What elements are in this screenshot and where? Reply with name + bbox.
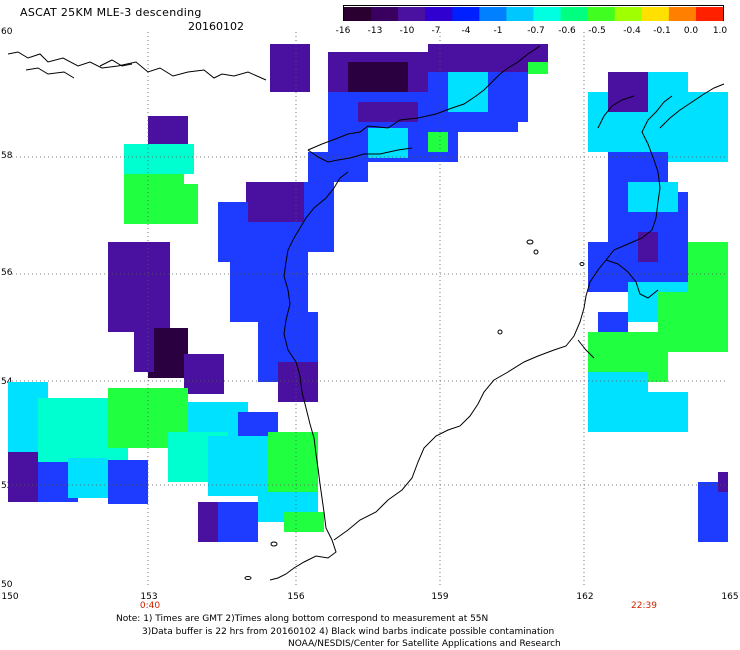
lon-label: 159 <box>431 592 449 602</box>
wind-cell <box>124 174 184 224</box>
wind-cell <box>688 242 728 292</box>
islands <box>244 239 585 580</box>
time-left: 0:40 <box>139 601 161 611</box>
scale-swatch <box>695 7 724 21</box>
coastline <box>8 45 725 581</box>
wind-cell <box>718 472 728 492</box>
scale-swatch <box>479 7 508 21</box>
scale-label: -16 <box>335 26 351 36</box>
wind-cell <box>628 392 688 432</box>
lat-label: 60 <box>1 27 13 37</box>
wind-cell <box>648 92 728 132</box>
scale-swatch <box>614 7 643 21</box>
scale-label: -0.1 <box>653 26 671 36</box>
note-line-2: 3)Data buffer is 22 hrs from 20160102 4)… <box>142 627 555 637</box>
wind-cell <box>184 354 224 394</box>
lat-lon-grid <box>8 32 728 588</box>
wind-cell <box>528 62 548 74</box>
wind-cell <box>148 328 188 378</box>
scale-label: 0.0 <box>683 26 699 36</box>
scale-swatch <box>587 7 616 21</box>
lat-label: 52 <box>1 481 13 491</box>
scale-swatch <box>506 7 535 21</box>
scale-swatch <box>344 7 372 21</box>
wind-cell <box>124 144 194 174</box>
wind-cell <box>428 132 448 152</box>
wind-cell <box>68 458 108 498</box>
product-date: 20160102 <box>188 20 244 33</box>
product-title: ASCAT 25KM MLE-3 descending <box>20 6 202 19</box>
lat-label: 50 <box>1 580 13 590</box>
wind-cell <box>218 502 258 542</box>
note-line-1: Note: 1) Times are GMT 2)Times along bot… <box>116 614 489 624</box>
scale-label: -10 <box>399 26 415 36</box>
wind-cell <box>270 44 310 92</box>
lon-label: 162 <box>576 592 594 602</box>
lon-label: 153 <box>140 592 158 602</box>
wind-cell <box>108 242 170 332</box>
scale-label: -1 <box>493 26 503 36</box>
wind-data-cells <box>8 44 728 542</box>
scale-label: -0.4 <box>623 26 641 36</box>
wind-cell <box>108 460 148 504</box>
scale-swatch <box>560 7 589 21</box>
lon-label: 165 <box>721 592 739 602</box>
lat-label: 56 <box>1 268 13 278</box>
lon-label: 156 <box>287 592 305 602</box>
wind-cell <box>284 512 324 532</box>
wind-cell <box>184 184 198 224</box>
scale-swatch <box>371 7 399 21</box>
scale-swatch <box>533 7 562 21</box>
scale-swatch <box>398 7 426 21</box>
scale-swatch <box>425 7 453 21</box>
wind-cell <box>134 328 154 372</box>
wind-cell <box>658 292 728 352</box>
scale-label: -4 <box>461 26 471 36</box>
scale-swatch <box>452 7 480 21</box>
wind-cell <box>638 232 658 262</box>
scale-label: -0.6 <box>558 26 576 36</box>
scale-label: -7 <box>431 26 441 36</box>
wind-cell <box>304 182 334 252</box>
wind-cell <box>198 502 218 542</box>
wind-cell <box>246 182 304 222</box>
lat-label: 58 <box>1 151 13 161</box>
satellite-wind-map <box>8 32 728 588</box>
wind-cell <box>608 72 648 112</box>
wind-cell <box>368 128 408 158</box>
wind-cell <box>628 182 678 212</box>
wind-cell <box>218 202 248 262</box>
color-scale-gradient <box>344 7 724 21</box>
scale-swatch <box>641 7 670 21</box>
scale-label: 1.0 <box>712 26 728 36</box>
color-scale-bar <box>343 5 724 21</box>
lat-label: 54 <box>1 377 13 387</box>
lon-label: 150 <box>1 592 19 602</box>
scale-label: -13 <box>367 26 383 36</box>
wind-cell <box>8 452 38 502</box>
scale-swatch <box>668 7 697 21</box>
scale-label: -0.7 <box>527 26 545 36</box>
time-right: 22:39 <box>631 601 657 611</box>
scale-label: -0.5 <box>588 26 606 36</box>
note-line-3: NOAA/NESDIS/Center for Satellite Applica… <box>288 639 561 649</box>
wind-cell <box>598 312 628 332</box>
